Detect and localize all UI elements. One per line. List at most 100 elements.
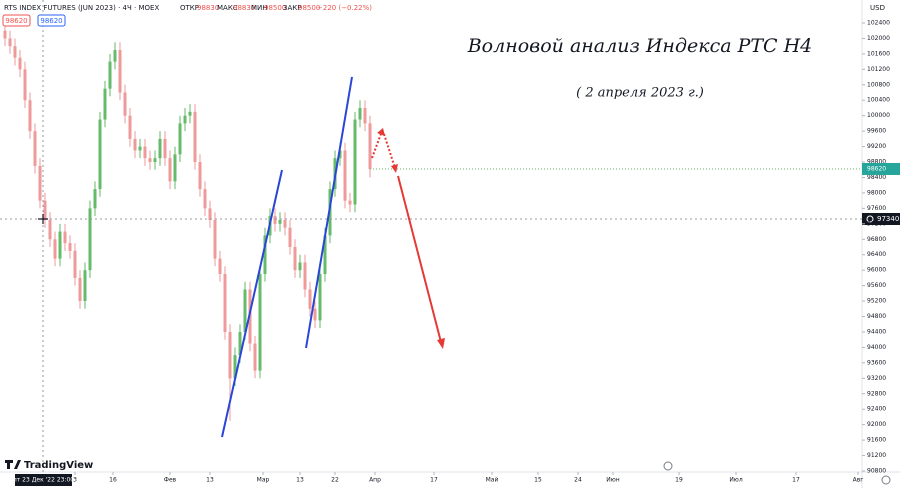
x-tick-label: Июн — [606, 477, 620, 484]
candle-body — [198, 162, 202, 190]
candle-body — [168, 158, 172, 182]
candle-body — [158, 138, 162, 159]
candle-body — [123, 92, 127, 116]
ask-box[interactable] — [37, 14, 66, 27]
last-price: 98620 — [867, 165, 886, 172]
candle-body — [118, 50, 122, 93]
arrow-head — [391, 164, 398, 173]
y-tick-label: 100000 — [867, 112, 890, 119]
candle-body — [153, 158, 157, 163]
candle-body — [23, 69, 27, 101]
candle-body — [133, 138, 137, 151]
ohlc-label: ОТКР — [180, 4, 199, 12]
candle-body — [173, 154, 177, 182]
y-tick-label: 92400 — [867, 406, 886, 413]
candle-body — [318, 274, 322, 321]
candle-body — [63, 231, 67, 244]
currency: USD — [870, 4, 885, 12]
ohlc-value: 98830 — [197, 4, 219, 12]
y-tick-label: 102000 — [867, 35, 890, 42]
candle-body — [188, 111, 192, 116]
chart-subtitle: ( 2 апреля 2023 г.) — [576, 86, 704, 101]
x-tick-label: 13 — [296, 477, 304, 484]
candle-body — [103, 88, 107, 120]
candle-body — [43, 200, 47, 220]
goto-button[interactable] — [663, 461, 673, 471]
candle-body — [283, 219, 287, 228]
candle-body — [88, 208, 92, 271]
crosshair-date: пт 23 Дек '22 23:00 — [13, 477, 74, 484]
x-tick-label: 16 — [109, 477, 117, 484]
x-tick-label: Июл — [729, 477, 743, 484]
symbol: RTS INDEX FUTURES (JUN 2023) · 4Ч · MOEX — [4, 4, 159, 12]
candle-body — [48, 219, 52, 240]
candle-body — [353, 119, 357, 205]
ohlc-value: 98830 — [233, 4, 255, 12]
candle-body — [128, 115, 132, 139]
candle-body — [358, 107, 362, 120]
brand-logo — [5, 460, 21, 469]
candle-body — [298, 262, 302, 271]
candle-body — [263, 235, 267, 275]
y-tick-label: 100800 — [867, 81, 890, 88]
y-tick-label: 96400 — [867, 251, 886, 258]
forecast-line — [397, 175, 443, 347]
candle-body — [313, 308, 317, 321]
crosshair-date-box — [15, 474, 72, 486]
candle-body — [203, 189, 207, 209]
candle-body — [223, 274, 227, 332]
x-tick-label: 13 — [206, 477, 214, 484]
arrow-head — [437, 338, 445, 349]
x-tick-label: 17 — [792, 477, 800, 484]
candle-body — [113, 50, 117, 62]
forecast-dotted — [383, 133, 396, 169]
y-tick-label: 94800 — [867, 313, 886, 320]
candle-body — [273, 216, 277, 224]
x-tick-label: 15 — [534, 477, 542, 484]
candle-body — [33, 131, 37, 166]
chart-title: Волновой анализ Индекса РТС H4 — [467, 35, 813, 57]
candle-body — [293, 247, 297, 271]
settings-button[interactable] — [881, 475, 891, 485]
ohlc-label: ЗАКР — [283, 4, 301, 12]
bid-box[interactable] — [2, 14, 31, 27]
candle-body — [38, 165, 42, 201]
forecast-dotted — [371, 130, 383, 159]
y-tick-label: 96800 — [867, 236, 886, 243]
y-tick-label: 92800 — [867, 390, 886, 397]
y-tick-label: 99200 — [867, 143, 886, 150]
candle-body — [308, 289, 312, 309]
x-tick-label: 22 — [331, 477, 339, 484]
ohlc-value: 98500 — [264, 4, 286, 12]
candle-body — [73, 250, 77, 278]
candle-body — [78, 277, 82, 302]
candle-body — [368, 123, 372, 169]
plot — [3, 23, 862, 421]
y-tick-label: 95200 — [867, 298, 886, 305]
wave-line — [305, 76, 353, 349]
arrow-head — [377, 128, 385, 136]
y-tick-label: 101200 — [867, 66, 890, 73]
candle-body — [213, 219, 217, 259]
y-tick-label: 95600 — [867, 282, 886, 289]
candle-body — [303, 262, 307, 290]
candle-body — [348, 200, 352, 205]
y-tick-label: 98800 — [867, 159, 886, 166]
y-tick-label: 100400 — [867, 97, 890, 104]
candle-body — [93, 189, 97, 209]
x-tick-label: Мар — [257, 477, 270, 484]
candle-body — [138, 146, 142, 151]
last-price-box — [862, 162, 900, 175]
ohlc-label: МАКС — [217, 4, 238, 12]
candle-body — [243, 289, 247, 332]
y-tick-label: 94000 — [867, 344, 886, 351]
candle-body — [3, 30, 7, 39]
x-tick-label: Фев — [164, 477, 177, 484]
y-tick-label: 93600 — [867, 359, 886, 366]
crosshair-cursor — [38, 214, 48, 224]
candle-body — [208, 208, 212, 220]
y-tick-label: 90800 — [867, 468, 886, 475]
candle-body — [53, 239, 57, 259]
